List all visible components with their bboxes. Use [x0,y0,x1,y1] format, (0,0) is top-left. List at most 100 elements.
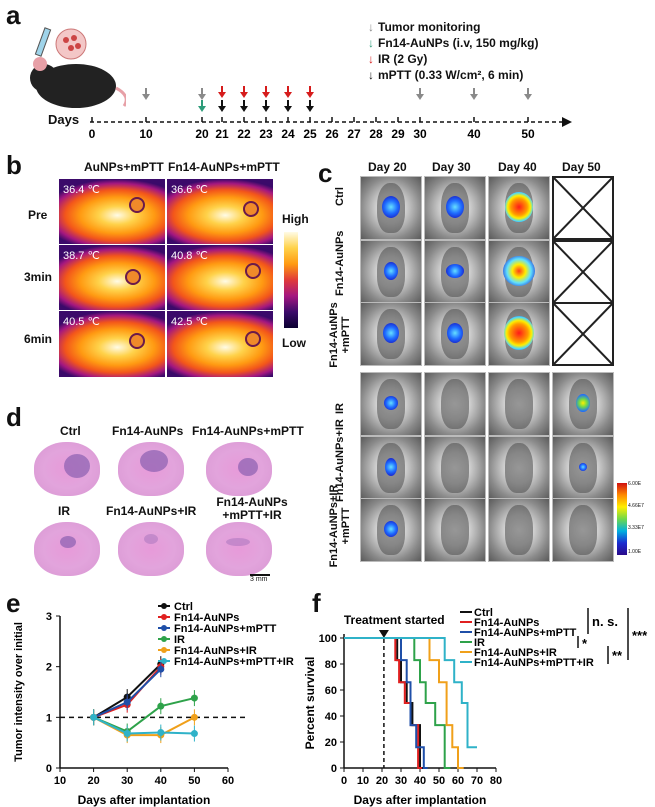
legend-marker [161,603,167,609]
biolum-scale-tick: 4.66E7 [628,503,644,509]
scalebar-label: 3 mm [250,576,268,583]
thermal-row-3min: 3min [24,270,53,284]
biolum-header-day20: Day 20 [368,160,407,174]
thermal-header-2: Fn14-AuNPs+mPTT [168,160,280,174]
survival-chart: 0 10 20 30 40 50 60 70 80 0 20 40 60 80 100 Days after … [303,607,648,807]
timeline-tick-label: 26 [325,127,339,140]
bioluminescence-image [424,176,486,240]
y-tick-label: 80 [325,659,337,671]
timeline-arrow [306,100,314,112]
y-tick-label: 20 [325,737,337,749]
timeline-legend: ↓ Tumor monitoring ↓ Fn14-AuNPs (i.v, 150 m… [368,20,538,84]
mouse-silhouette [505,379,533,429]
legend-label: Fn14-AuNPs+mPTT [474,627,577,639]
timeline-arrow [240,100,248,112]
series-line [93,697,195,733]
tumor-signal [384,262,398,280]
brain-section [34,442,100,496]
biolum-scale-tick: 6.00E [628,481,642,487]
x-tick-label: 60 [222,775,234,787]
data-point [157,702,165,710]
data-point [123,730,131,738]
data-point [157,665,165,673]
biolum-scale-tick: 3.33E7 [628,525,644,531]
down-arrow-icon: ↓ [368,68,374,82]
panel-label-f: f [312,588,321,618]
no-data-box [552,240,614,304]
histology-label-ctrl: Ctrl [60,424,81,438]
panel-label-e: e [6,588,21,618]
timeline-arrow [524,88,532,100]
timeline-tick-label: 29 [391,127,405,140]
survival-curve [344,637,477,749]
timeline-arrow [198,100,206,112]
tumor-signal [384,396,398,410]
y-axis-label: Tumor intensity over initial [13,622,25,762]
y-tick-label: 0 [331,763,337,775]
timeline-tick-label: 20 [195,127,209,140]
data-point [190,713,198,721]
timeline-arrow [142,88,150,100]
legend-label: Ctrl [474,607,493,619]
temp-value: 40.8 ℃ [171,250,208,262]
timeline-tick-label: 10 [139,127,153,140]
scale-high-label: High [282,212,309,226]
legend-label: IR [174,634,185,646]
legend-label: Fn14-AuNPs+IR [174,645,257,657]
y-tick-label: 60 [325,685,337,697]
panel-label-d: d [6,402,22,432]
x-tick-label: 50 [188,775,200,787]
significance-label-3star: *** [632,628,648,643]
bioluminescence-image [488,436,550,500]
survival-curve [344,637,464,769]
timeline-tick-label: 23 [259,127,273,140]
data-point [190,730,198,738]
x-tick-label: 60 [452,775,464,787]
scalebar [250,574,270,576]
mouse-illustration [16,26,128,111]
legend-marker [161,614,167,620]
mouse-silhouette [441,379,469,429]
legend-marker [161,625,167,631]
timeline-arrow [262,100,270,112]
timeline-tick-label: 40 [467,127,481,140]
timeline-arrow [262,86,270,98]
mouse-silhouette [441,505,469,555]
x-axis-label: Days after implantation [354,793,487,807]
timeline-tick-label: 28 [369,127,383,140]
significance-label-2star: ** [612,648,623,663]
legend-label: Fn14-AuNPs+mPTT+IR [474,657,594,669]
days-label: Days [48,112,80,127]
down-arrow-icon: ↓ [368,52,374,66]
annotation-treatment-started: Treatment started [344,613,445,627]
bioluminescence-image [488,302,550,366]
timeline-arrow [284,100,292,112]
legend-label: IR [474,637,485,649]
panel-label-a: a [6,0,21,30]
timeline-legend-text: Fn14-AuNPs (i.v, 150 mg/kg) [378,36,539,50]
bioluminescence-image [360,498,422,562]
x-tick-label: 0 [341,775,347,787]
timeline-arrow [284,86,292,98]
y-tick-label: 2 [46,662,52,674]
tumor-signal [446,264,464,278]
x-axis-label: Days after implantation [78,793,211,807]
legend-label: Fn14-AuNPs [474,617,539,629]
x-tick-label: 30 [395,775,407,787]
thermal-header-1: AuNPs+mPTT [84,160,164,174]
x-tick-label: 40 [414,775,426,787]
timeline-legend-item: ↓ mPTT (0.33 W/cm², 6 min) [368,68,538,82]
biolum-scale-tick: 1.00E [628,549,642,555]
bioluminescence-image [488,372,550,436]
down-arrow-icon: ↓ [368,20,374,34]
timeline-tick-label: 24 [281,127,295,140]
brain-section [118,522,184,576]
no-data-box [552,176,614,240]
y-tick-label: 40 [325,711,337,723]
bioluminescence-image [424,436,486,500]
bioluminescence-image [488,176,550,240]
biolum-row-fn14: Fn14-AuNPs [334,230,346,296]
survival-curve [344,637,422,769]
data-point [90,713,98,721]
bioluminescence-image [424,498,486,562]
